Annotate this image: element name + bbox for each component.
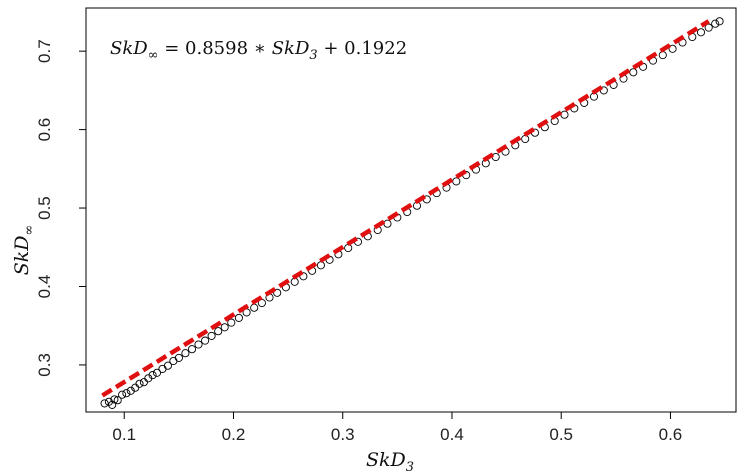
x-tick-label: 0.5 <box>549 425 573 444</box>
y-tick-label: 0.7 <box>35 39 54 63</box>
data-point <box>234 313 243 322</box>
regression-equation: SkD∞ = 0.8598 ∗ SkD3 + 0.1922 <box>110 38 407 63</box>
data-point <box>316 261 325 270</box>
plot-frame <box>85 7 737 413</box>
data-point <box>273 288 282 297</box>
x-tick-label: 0.2 <box>222 425 246 444</box>
regression-line-layer <box>101 19 710 398</box>
data-point <box>668 44 677 53</box>
y-axis: 0.3 0.4 0.5 0.6 0.7 <box>35 39 86 377</box>
data-point <box>715 17 724 26</box>
x-tick-label: 0.1 <box>112 425 136 444</box>
data-point <box>110 395 119 404</box>
data-point <box>194 340 203 349</box>
data-point <box>696 28 706 37</box>
data-point <box>227 318 236 327</box>
data-point <box>113 396 122 405</box>
data-point <box>521 134 530 144</box>
data-point <box>108 400 117 409</box>
data-point <box>383 219 392 228</box>
regression-line <box>101 19 710 398</box>
data-point <box>169 356 178 366</box>
y-tick-label: 0.3 <box>35 353 54 377</box>
y-tick-label: 0.5 <box>35 196 54 220</box>
data-point <box>174 353 183 362</box>
x-tick-label: 0.3 <box>331 425 355 444</box>
data-point <box>704 23 713 32</box>
data-point <box>148 371 157 380</box>
data-point <box>181 349 190 358</box>
data-point <box>152 368 162 377</box>
data-point <box>629 68 638 77</box>
data-point <box>560 110 569 119</box>
data-point <box>122 389 131 398</box>
data-point <box>344 243 353 253</box>
x-tick-label: 0.6 <box>659 425 683 444</box>
data-point <box>163 361 172 370</box>
data-point <box>711 19 720 28</box>
data-point <box>135 379 144 388</box>
data-point <box>658 51 667 60</box>
data-point <box>100 399 109 408</box>
data-point <box>250 303 259 312</box>
data-point <box>201 336 210 345</box>
x-tick-label: 0.4 <box>440 425 464 444</box>
y-tick-label: 0.4 <box>35 275 54 299</box>
y-axis-title: SkD∞ <box>11 225 37 276</box>
data-point <box>158 364 167 373</box>
data-point <box>139 378 148 387</box>
y-tick-label: 0.6 <box>35 118 54 142</box>
x-axis: 0.1 0.2 0.3 0.4 0.5 0.6 <box>112 412 682 444</box>
data-point <box>207 331 216 340</box>
data-point <box>491 152 500 162</box>
data-point <box>214 327 223 336</box>
data-point <box>220 323 229 332</box>
x-axis-title: SkD3 <box>366 449 414 472</box>
data-point <box>299 272 308 281</box>
data-points <box>100 17 724 409</box>
data-point <box>118 390 127 399</box>
data-point <box>452 177 461 186</box>
data-point <box>187 345 197 354</box>
